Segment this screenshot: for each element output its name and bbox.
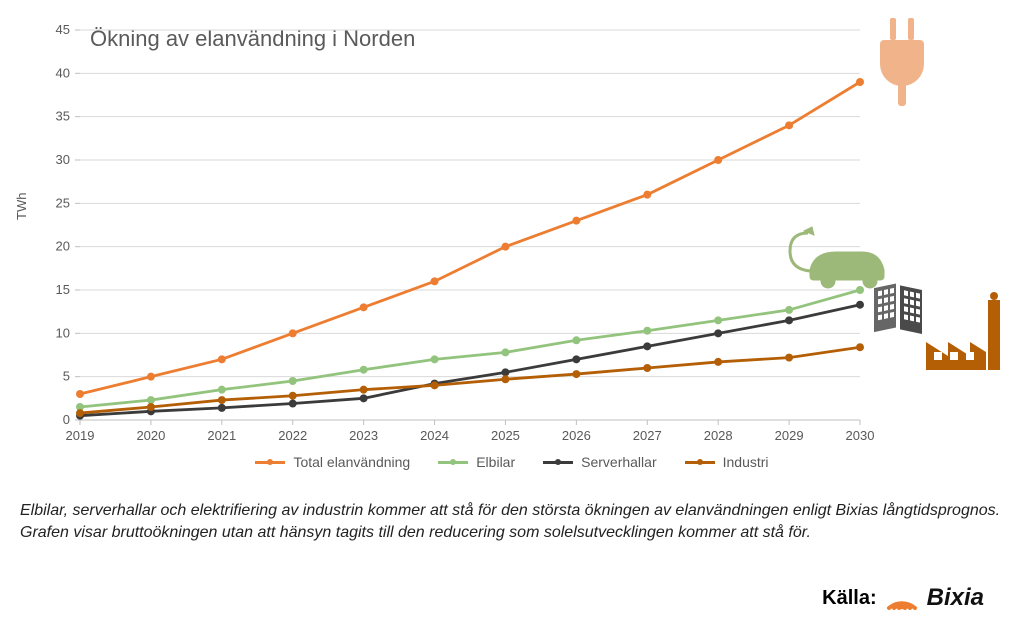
- legend-item-server: Serverhallar: [543, 454, 656, 470]
- marker-total: [76, 390, 84, 398]
- svg-text:2020: 2020: [136, 428, 165, 440]
- svg-text:35: 35: [56, 109, 70, 124]
- marker-server: [714, 329, 722, 337]
- svg-text:2025: 2025: [491, 428, 520, 440]
- marker-server: [218, 404, 226, 412]
- marker-industri: [572, 370, 580, 378]
- marker-server: [572, 355, 580, 363]
- marker-total: [289, 329, 297, 337]
- svg-text:5: 5: [63, 369, 70, 384]
- marker-industri: [76, 409, 84, 417]
- svg-text:2027: 2027: [633, 428, 662, 440]
- marker-total: [643, 191, 651, 199]
- marker-industri: [431, 381, 439, 389]
- marker-total: [147, 373, 155, 381]
- marker-total: [572, 217, 580, 225]
- series-elbilar: [80, 290, 860, 407]
- svg-text:2021: 2021: [207, 428, 236, 440]
- svg-text:10: 10: [56, 325, 70, 340]
- svg-text:20: 20: [56, 239, 70, 254]
- marker-total: [218, 355, 226, 363]
- marker-industri: [501, 375, 509, 383]
- svg-text:15: 15: [56, 282, 70, 297]
- marker-industri: [785, 354, 793, 362]
- svg-text:2024: 2024: [420, 428, 449, 440]
- svg-text:30: 30: [56, 152, 70, 167]
- series-total: [80, 82, 860, 394]
- marker-total: [360, 303, 368, 311]
- marker-industri: [643, 364, 651, 372]
- marker-server: [289, 400, 297, 408]
- marker-elbilar: [360, 366, 368, 374]
- marker-elbilar: [572, 336, 580, 344]
- marker-server: [643, 342, 651, 350]
- marker-elbilar: [714, 316, 722, 324]
- marker-total: [785, 121, 793, 129]
- legend-item-elbilar: Elbilar: [438, 454, 515, 470]
- marker-server: [785, 316, 793, 324]
- marker-industri: [218, 396, 226, 404]
- marker-elbilar: [147, 396, 155, 404]
- marker-server: [501, 368, 509, 376]
- plug-icon: [870, 18, 934, 108]
- factory-icon: [920, 290, 1010, 380]
- brand-logo-icon: [885, 584, 919, 612]
- marker-elbilar: [643, 327, 651, 335]
- chart-caption: Elbilar, serverhallar och elektrifiering…: [20, 500, 1004, 543]
- svg-text:2026: 2026: [562, 428, 591, 440]
- marker-elbilar: [289, 377, 297, 385]
- legend-label: Elbilar: [476, 454, 515, 470]
- marker-elbilar: [431, 355, 439, 363]
- source-line: Källa: Bixia: [822, 584, 984, 612]
- source-prefix: Källa:: [822, 587, 876, 610]
- marker-industri: [856, 343, 864, 351]
- marker-server: [360, 394, 368, 402]
- marker-industri: [714, 358, 722, 366]
- svg-text:2022: 2022: [278, 428, 307, 440]
- marker-elbilar: [218, 386, 226, 394]
- marker-total: [856, 78, 864, 86]
- svg-text:0: 0: [63, 412, 70, 427]
- svg-text:2030: 2030: [846, 428, 875, 440]
- marker-elbilar: [785, 306, 793, 314]
- legend-item-industri: Industri: [685, 454, 769, 470]
- marker-industri: [289, 392, 297, 400]
- marker-total: [501, 243, 509, 251]
- svg-text:2028: 2028: [704, 428, 733, 440]
- legend-label: Industri: [723, 454, 769, 470]
- marker-total: [431, 277, 439, 285]
- marker-total: [714, 156, 722, 164]
- chart-legend: Total elanvändning Elbilar Serverhallar Ind…: [20, 452, 1004, 470]
- svg-text:2019: 2019: [66, 428, 95, 440]
- marker-server: [856, 301, 864, 309]
- svg-text:45: 45: [56, 22, 70, 37]
- legend-item-total: Total elanvändning: [255, 454, 410, 470]
- marker-elbilar: [501, 348, 509, 356]
- marker-industri: [147, 403, 155, 411]
- svg-text:25: 25: [56, 195, 70, 210]
- marker-industri: [360, 386, 368, 394]
- svg-text:2029: 2029: [775, 428, 804, 440]
- brand-name: Bixia: [927, 584, 984, 612]
- svg-text:2023: 2023: [349, 428, 378, 440]
- svg-text:40: 40: [56, 65, 70, 80]
- legend-label: Total elanvändning: [293, 454, 410, 470]
- legend-label: Serverhallar: [581, 454, 656, 470]
